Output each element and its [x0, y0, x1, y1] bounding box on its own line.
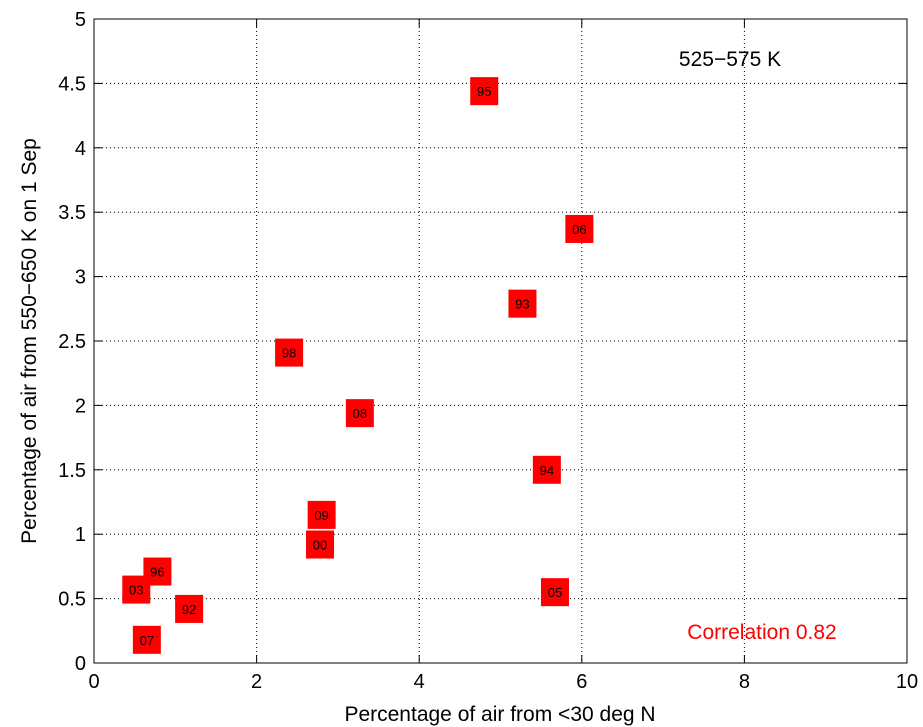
- point-marker: [306, 530, 335, 559]
- point-label: 94: [540, 463, 554, 478]
- point-marker: [540, 578, 569, 607]
- point-label: 95: [477, 84, 491, 99]
- y-tick-label: 3: [75, 267, 86, 289]
- point-label: 98: [282, 346, 296, 361]
- y-tick-label: 5: [75, 9, 86, 31]
- point-label: 03: [129, 583, 143, 598]
- data-point-09: 09: [307, 500, 336, 529]
- y-tick-label: 4.5: [58, 73, 86, 95]
- annotation-correlation: Correlation 0.82: [687, 621, 836, 644]
- plot-area: [94, 19, 907, 663]
- data-point-07: 07: [132, 625, 161, 654]
- point-marker: [307, 500, 336, 529]
- point-marker: [565, 214, 594, 243]
- point-marker: [345, 399, 374, 428]
- point-label: 00: [313, 538, 327, 553]
- point-marker: [175, 594, 204, 623]
- point-label: 08: [353, 406, 367, 421]
- data-point-00: 00: [306, 530, 335, 559]
- point-label: 93: [515, 297, 529, 312]
- data-point-92: 92: [175, 594, 204, 623]
- x-tick-label: 8: [739, 671, 750, 693]
- y-tick-label: 0: [75, 653, 86, 675]
- data-point-98: 98: [275, 338, 304, 367]
- point-marker: [532, 455, 561, 484]
- x-tick-label: 10: [896, 671, 918, 693]
- data-point-94: 94: [532, 455, 561, 484]
- x-tick-label: 6: [576, 671, 587, 693]
- grid-lines: [94, 19, 907, 663]
- point-marker: [275, 338, 304, 367]
- axis-ticks: 0 2 4 6 8 10 0 0.5 1 1.5 2 2.5 3 3.5 4 4.5 5: [58, 9, 918, 693]
- point-label: 06: [572, 222, 586, 237]
- annotation-range: 525−575 K: [679, 48, 781, 71]
- y-tick-label: 0.5: [58, 589, 86, 611]
- x-axis-title: Percentage of air from <30 deg N: [344, 703, 655, 726]
- data-point-05: 05: [540, 578, 569, 607]
- point-marker: [122, 575, 151, 604]
- x-tick-label: 0: [88, 671, 99, 693]
- data-point-93: 93: [508, 289, 537, 318]
- point-label: 07: [140, 633, 154, 648]
- x-tick-label: 4: [414, 671, 425, 693]
- point-label: 92: [182, 602, 196, 617]
- y-tick-label: 3.5: [58, 202, 86, 224]
- y-tick-label: 4: [75, 138, 86, 160]
- data-points: 95 06 93 98 08 94 09 00 96 03 05 92 07: [122, 77, 594, 654]
- y-tick-label: 2.5: [58, 331, 86, 353]
- y-tick-label: 1: [75, 524, 86, 546]
- point-marker: [470, 77, 499, 106]
- point-marker: [508, 289, 537, 318]
- data-point-06: 06: [565, 214, 594, 243]
- point-label: 96: [150, 565, 164, 580]
- data-point-03: 03: [122, 575, 151, 604]
- y-axis-title: Percentage of air from 550−650 K on 1 Se…: [18, 138, 41, 544]
- point-label: 05: [548, 585, 562, 600]
- y-tick-label: 2: [75, 395, 86, 417]
- point-label: 09: [314, 508, 328, 523]
- data-point-95: 95: [470, 77, 499, 106]
- x-tick-label: 2: [251, 671, 262, 693]
- point-marker: [132, 625, 161, 654]
- data-point-08: 08: [345, 399, 374, 428]
- y-tick-label: 1.5: [58, 460, 86, 482]
